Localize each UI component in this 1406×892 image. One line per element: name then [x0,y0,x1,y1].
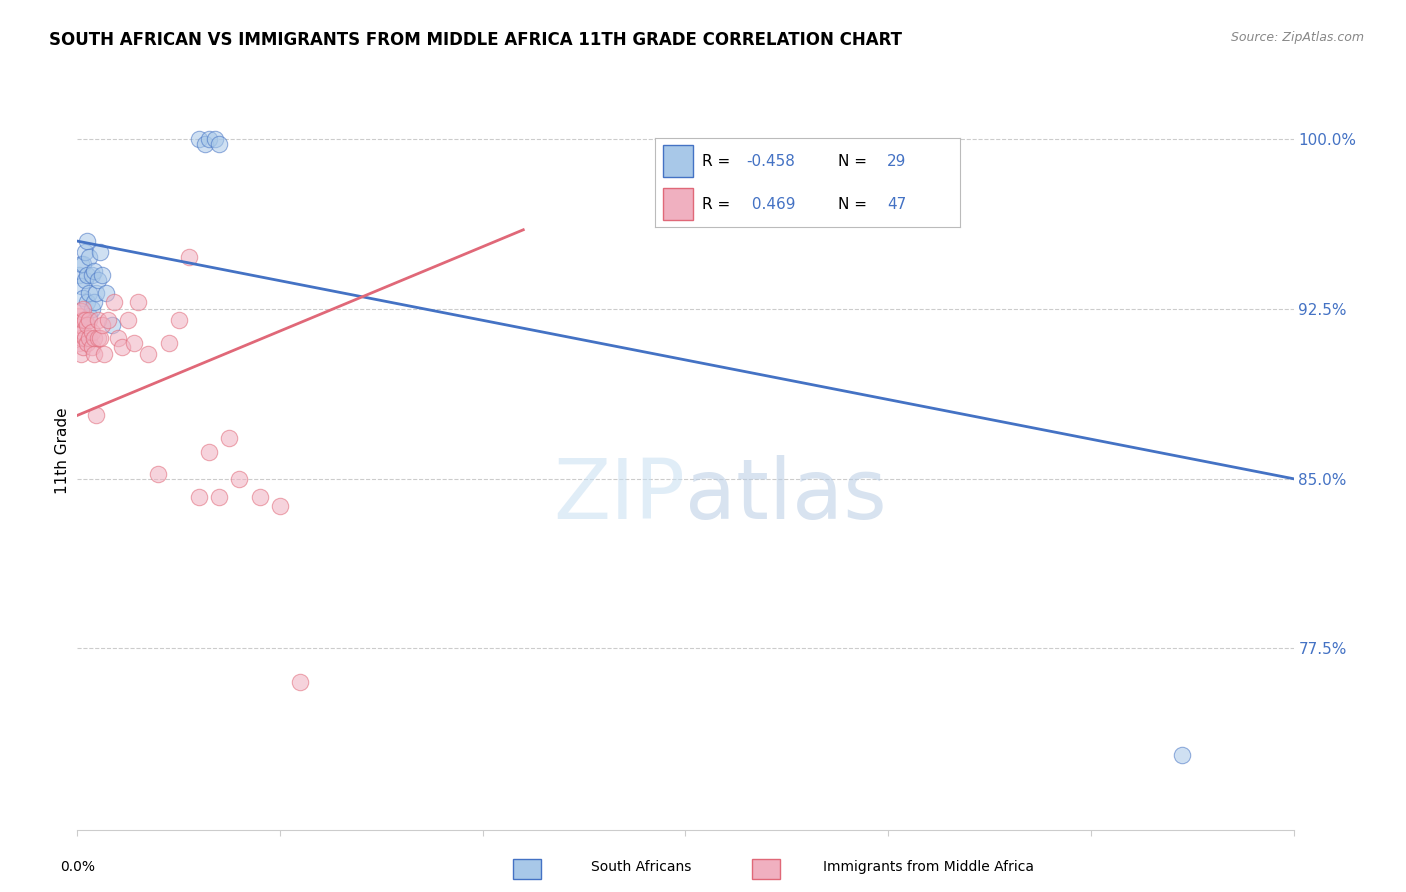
Point [208,490,231,504]
Text: South Africans: South Africans [591,860,690,874]
Point [97,313,120,327]
Point [84,286,107,301]
Point [72,257,94,271]
Y-axis label: 11th Grade: 11th Grade [55,407,70,494]
Point [90,318,112,332]
Point [198,132,221,146]
Point [72,341,94,355]
Point [198,444,221,458]
Point [148,467,170,482]
Text: 0.469: 0.469 [747,196,796,211]
Point [70,304,93,318]
Point [84,409,107,423]
Point [86,272,108,286]
Text: atlas: atlas [686,456,887,536]
Point [76,318,98,332]
Point [76,234,98,248]
Point [127,295,149,310]
Point [204,132,226,146]
Point [79,313,101,327]
Point [79,309,101,323]
Point [103,295,125,310]
Bar [662,188,693,220]
Point [157,335,180,350]
Point [94,286,117,301]
Point [249,490,271,504]
Point [167,313,190,327]
Point [70,347,93,361]
Point [290,675,312,690]
Text: 47: 47 [887,196,907,211]
Point [90,268,112,282]
Point [75,245,97,260]
Point [86,331,108,345]
Point [208,136,231,151]
Point [72,313,94,327]
Point [79,331,101,345]
Point [83,263,105,277]
Point [70,331,93,345]
Point [122,335,145,350]
Point [107,331,129,345]
Point [72,291,94,305]
Point [93,347,115,361]
Point [72,301,94,316]
Text: -0.458: -0.458 [747,153,796,169]
Text: Immigrants from Middle Africa: Immigrants from Middle Africa [823,860,1033,874]
Point [111,341,134,355]
Point [269,499,291,513]
Point [76,335,98,350]
Point [70,279,93,293]
Point [80,341,103,355]
Point [89,245,111,260]
Text: R =: R = [703,196,735,211]
Point [75,313,97,327]
Point [177,250,200,264]
Point [117,313,139,327]
Point [101,318,124,332]
Point [76,268,98,282]
Text: Source: ZipAtlas.com: Source: ZipAtlas.com [1230,31,1364,45]
Point [136,347,159,361]
Point [80,325,103,339]
Point [79,250,101,264]
Point [67,309,90,323]
Text: 29: 29 [887,153,907,169]
Text: N =: N = [838,153,872,169]
Point [194,136,217,151]
Point [80,301,103,316]
Text: 0.0%: 0.0% [60,860,94,874]
Point [1171,747,1194,762]
Bar [662,145,693,178]
Point [83,295,105,310]
Point [67,318,90,332]
Text: R =: R = [703,153,735,169]
Text: N =: N = [838,196,872,211]
Point [67,268,90,282]
Text: ZIP: ZIP [554,456,686,536]
Point [188,132,211,146]
Point [75,331,97,345]
Point [188,490,211,504]
Point [80,268,103,282]
Point [75,272,97,286]
Point [218,431,240,445]
Point [83,331,105,345]
Point [83,347,105,361]
Point [86,313,108,327]
Point [228,472,250,486]
Point [70,318,93,332]
Point [72,325,94,339]
Point [70,257,93,271]
Point [76,295,98,310]
Text: SOUTH AFRICAN VS IMMIGRANTS FROM MIDDLE AFRICA 11TH GRADE CORRELATION CHART: SOUTH AFRICAN VS IMMIGRANTS FROM MIDDLE … [49,31,903,49]
Point [79,286,101,301]
Point [67,335,90,350]
Point [89,331,111,345]
